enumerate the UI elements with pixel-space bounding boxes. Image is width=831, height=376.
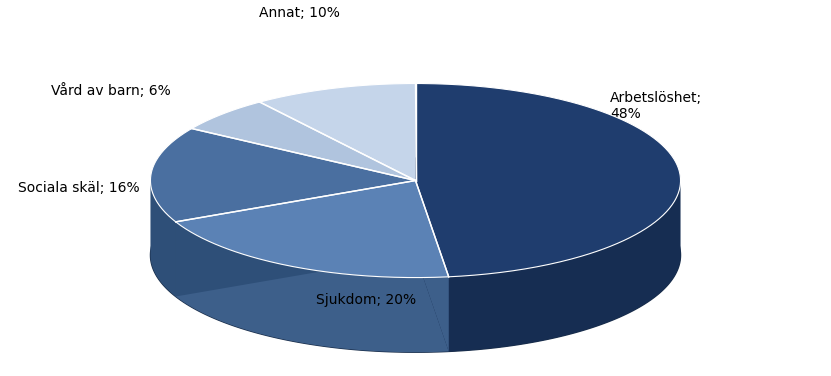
Polygon shape: [416, 83, 681, 277]
Polygon shape: [175, 180, 449, 277]
Text: Sociala skäl; 16%: Sociala skäl; 16%: [18, 181, 140, 195]
Text: Arbetslöshet;
48%: Arbetslöshet; 48%: [610, 91, 702, 121]
Polygon shape: [175, 180, 416, 297]
Polygon shape: [150, 129, 416, 222]
Polygon shape: [260, 83, 416, 180]
Polygon shape: [150, 181, 175, 297]
Polygon shape: [416, 180, 449, 352]
Text: Sjukdom; 20%: Sjukdom; 20%: [316, 293, 416, 306]
Polygon shape: [192, 102, 416, 180]
Polygon shape: [150, 158, 681, 352]
Polygon shape: [175, 222, 449, 352]
Polygon shape: [416, 180, 449, 352]
Text: Annat; 10%: Annat; 10%: [259, 6, 340, 20]
Text: Vård av barn; 6%: Vård av barn; 6%: [51, 83, 171, 99]
Polygon shape: [449, 181, 681, 352]
Polygon shape: [175, 180, 416, 297]
